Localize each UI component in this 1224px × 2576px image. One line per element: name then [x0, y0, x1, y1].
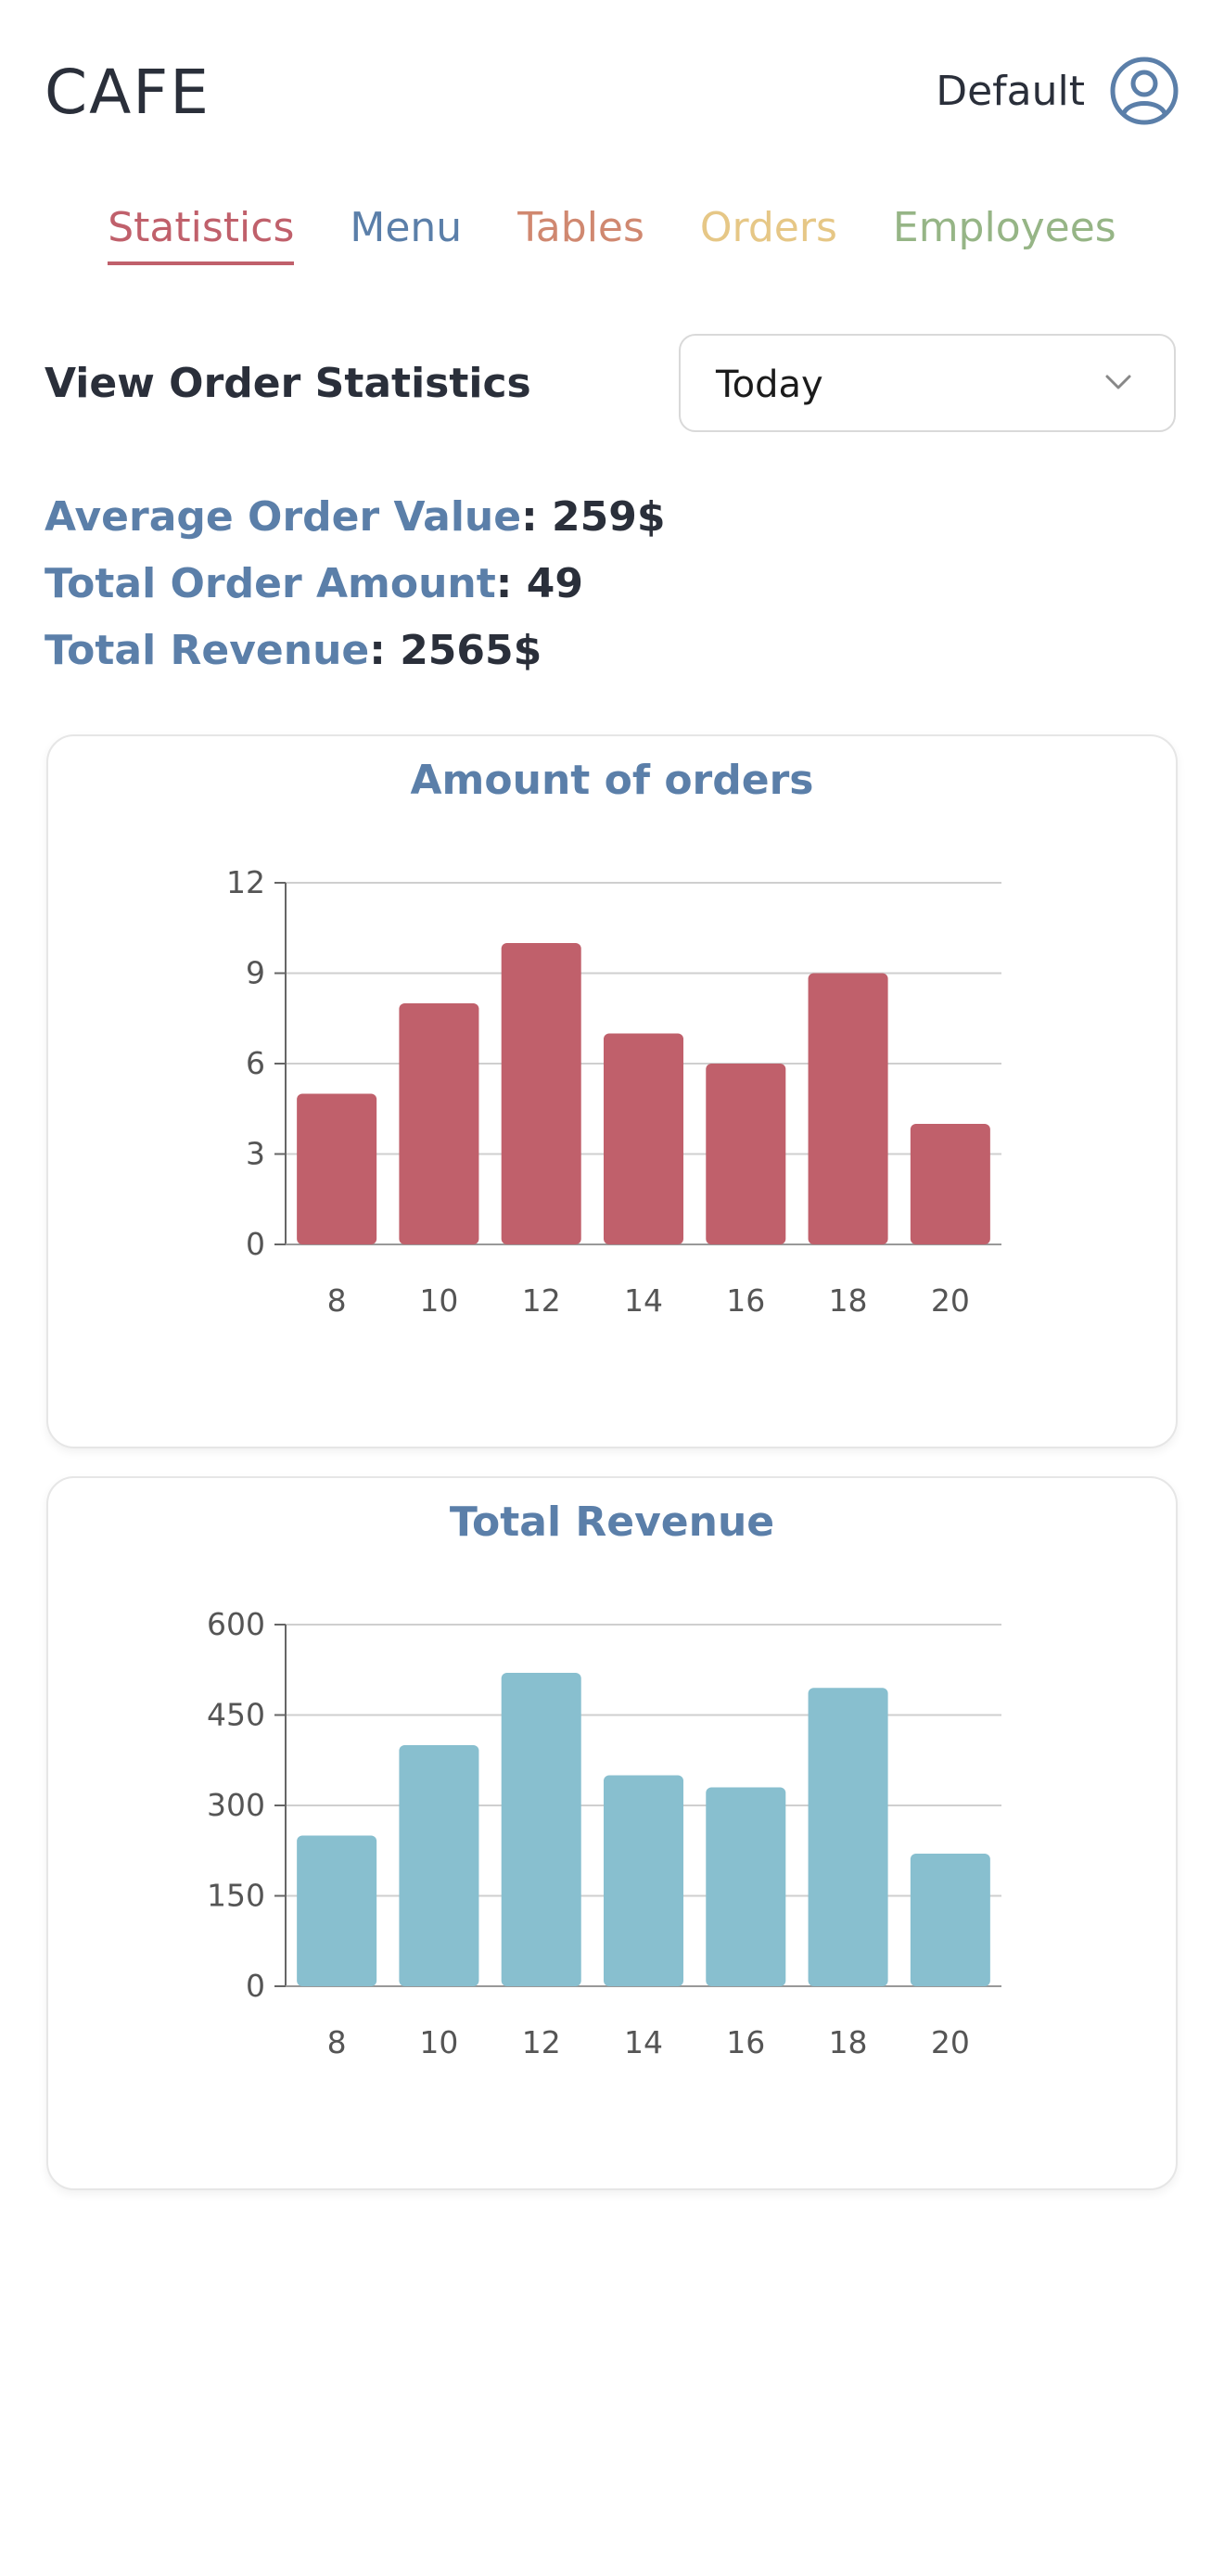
user-name[interactable]: Default: [936, 67, 1085, 115]
y-tick-label: 9: [246, 955, 265, 991]
x-tick-label: 8: [327, 1282, 347, 1319]
chart-title: Amount of orders: [410, 757, 814, 804]
chart-title: Total Revenue: [449, 1498, 775, 1546]
x-tick-label: 12: [522, 2024, 561, 2060]
stat-value: 49: [526, 560, 583, 607]
stat-value: 2565$: [400, 627, 542, 674]
x-tick-label: 16: [726, 1282, 765, 1319]
tab-orders[interactable]: Orders: [699, 204, 837, 251]
period-select-value[interactable]: Today: [716, 363, 823, 406]
x-tick-label: 14: [624, 2024, 663, 2060]
orders-chart-card: Amount of orders 0 3 6 9 12 8 10 12 14 16 18 20: [46, 734, 1178, 1448]
y-tick-label: 150: [207, 1878, 265, 1914]
bar-18[interactable]: [808, 1688, 888, 1986]
bar-10[interactable]: [399, 1003, 479, 1244]
stat-key: Average Order Value: [45, 493, 522, 541]
main-nav: Statistics Menu Tables Orders Employees: [0, 200, 1224, 265]
stat-average-order-value: Average Order Value: 259$: [45, 493, 666, 541]
bar-12[interactable]: [501, 943, 581, 1244]
y-tick-label: 6: [246, 1045, 265, 1081]
bar-16[interactable]: [706, 1787, 786, 1987]
x-tick-label: 16: [726, 2024, 765, 2060]
tab-employees[interactable]: Employees: [892, 204, 1116, 251]
user-circle-icon[interactable]: [1109, 56, 1179, 126]
stat-total-order-amount: Total Order Amount: 49: [45, 560, 583, 607]
x-tick-label: 18: [829, 2024, 868, 2060]
bar-8[interactable]: [297, 1093, 377, 1245]
revenue-chart-card: Total Revenue 0 150 300 450 600 8 10 12 14 16 18 20: [46, 1476, 1178, 2190]
x-tick-label: 14: [624, 1282, 663, 1319]
y-tick-label: 0: [246, 1968, 265, 2004]
bar-20[interactable]: [910, 1124, 990, 1244]
x-tick-label: 12: [522, 1282, 561, 1319]
y-tick-label: 12: [226, 864, 265, 900]
tab-statistics[interactable]: Statistics: [108, 200, 295, 265]
period-select[interactable]: Today: [679, 334, 1176, 432]
y-tick-label: 3: [246, 1136, 265, 1172]
stat-key: Total Order Amount: [45, 560, 496, 607]
stat-key: Total Revenue: [45, 627, 370, 674]
y-tick-label: 0: [246, 1226, 265, 1262]
orders-bar-chart: 0 3 6 9 12 8 10 12 14 16 18 20: [226, 864, 1001, 1319]
y-tick-label: 300: [207, 1787, 265, 1823]
tab-tables[interactable]: Tables: [517, 204, 644, 251]
app-header: CAFE Default: [45, 48, 1179, 134]
stats-summary: Average Order Value: 259$ Total Order Am…: [45, 484, 666, 684]
bar-14[interactable]: [603, 1775, 684, 1987]
x-tick-label: 10: [419, 1282, 458, 1319]
bar-14[interactable]: [603, 1033, 684, 1245]
x-tick-label: 8: [327, 2024, 347, 2060]
bar-10[interactable]: [399, 1745, 479, 1986]
bar-20[interactable]: [910, 1854, 990, 1986]
revenue-bar-chart: 0 150 300 450 600 8 10 12 14 16 18 20: [207, 1606, 1001, 2060]
x-tick-label: 10: [419, 2024, 458, 2060]
bar-8[interactable]: [297, 1835, 377, 1987]
user-menu[interactable]: Default: [936, 54, 1179, 128]
tab-menu[interactable]: Menu: [350, 204, 463, 251]
y-tick-label: 450: [207, 1697, 265, 1733]
stat-total-revenue: Total Revenue: 2565$: [45, 627, 542, 674]
x-tick-label: 20: [931, 1282, 970, 1319]
view-label: View Order Statistics: [45, 360, 531, 407]
x-tick-label: 20: [931, 2024, 970, 2060]
app-title: CAFE: [45, 57, 210, 128]
x-tick-label: 18: [829, 1282, 868, 1319]
chevron-down-icon[interactable]: [1103, 371, 1133, 393]
bar-16[interactable]: [706, 1064, 786, 1244]
y-tick-label: 600: [207, 1606, 265, 1642]
stat-value: 259$: [552, 493, 666, 541]
view-controls: View Order Statistics Today: [45, 334, 1179, 436]
bar-12[interactable]: [501, 1673, 581, 1986]
bar-18[interactable]: [808, 973, 888, 1245]
